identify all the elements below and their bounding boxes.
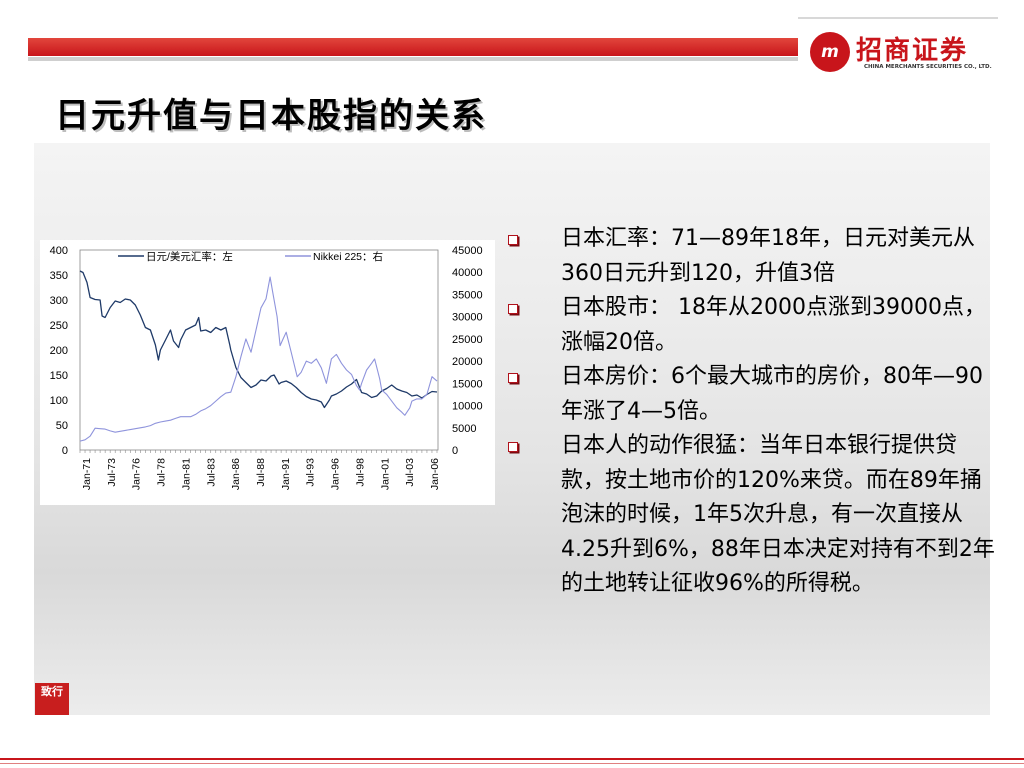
yen-nikkei-chart: 400 350 300 250 200 150 100 50 0 45000 40000 35000 3… [50, 245, 483, 490]
x-tick-label: Jul-98 [354, 458, 366, 487]
checkbox-bullet-icon [508, 442, 518, 452]
y-right-tick-label: 15000 [452, 378, 483, 390]
logo-mark-icon: m [810, 32, 850, 72]
x-tick-label: Jul-88 [255, 458, 267, 487]
bullet-item-stock-market: 日本股市： 18年从2000点涨到39000点，涨幅20倍。 [505, 291, 995, 360]
x-tick-label: Jan-01 [379, 458, 391, 490]
y-right-tick-label: 30000 [452, 312, 483, 324]
y-right-tick-label: 5000 [452, 423, 476, 435]
checkbox-bullet-icon [508, 373, 518, 383]
x-tick-label: Jan-86 [230, 458, 242, 490]
seal-stamp-icon: 致行 [35, 683, 69, 715]
legend-label: Nikkei 225：右 [313, 250, 383, 263]
bullet-text: 日本人的动作很猛：当年日本银行提供贷款，按土地市价的120%来贷。而在89年捅泡… [561, 433, 995, 596]
y-right-tick-label: 25000 [452, 334, 483, 346]
x-tick-label: Jul-73 [106, 458, 118, 487]
bullet-text: 日本房价：6个最大城市的房价，80年—90年涨了4—5倍。 [561, 364, 983, 424]
x-tick-label: Jan-96 [330, 458, 342, 490]
series-line-yen-usd [79, 270, 438, 409]
footer-red-line [0, 758, 1024, 760]
logo-chinese-name: 招商证券 [856, 36, 969, 66]
y-left-tick-label: 200 [50, 345, 68, 357]
y-left-tick-label: 100 [50, 395, 68, 407]
header-grey-bar [28, 57, 798, 61]
bullet-item-house-price: 日本房价：6个最大城市的房价，80年—90年涨了4—5倍。 [505, 360, 995, 429]
bullet-text: 日本股市： 18年从2000点涨到39000点，涨幅20倍。 [561, 295, 986, 355]
y-right-tick-label: 45000 [452, 245, 483, 257]
plot-area-frame [79, 249, 439, 451]
y-right-tick-label: 35000 [452, 289, 483, 301]
x-tick-label: Jan-71 [81, 458, 93, 490]
y-left-tick-label: 400 [50, 245, 68, 257]
x-tick-label: Jul-78 [156, 458, 168, 487]
y-right-tick-label: 20000 [452, 356, 483, 368]
x-tick-label: Jan-91 [280, 458, 292, 490]
y-left-tick-label: 250 [50, 320, 68, 332]
company-logo: m 招商证券 CHINA MERCHANTS SECURITIES CO., L… [810, 30, 1000, 78]
x-tick-label: Jan-06 [429, 458, 441, 490]
logo-english-name: CHINA MERCHANTS SECURITIES CO., LTD. [864, 64, 992, 70]
legend-label: 日元/美元汇率：左 [146, 250, 233, 263]
header-thin-line [798, 17, 998, 19]
y-left-tick-label: 300 [50, 295, 68, 307]
y-right-tick-label: 0 [452, 445, 458, 457]
y-right-tick-label: 10000 [452, 401, 483, 413]
bullet-item-policy: 日本人的动作很猛：当年日本银行提供贷款，按土地市价的120%来贷。而在89年捅泡… [505, 429, 995, 602]
chart-panel: 400 350 300 250 200 150 100 50 0 45000 40000 35000 3… [40, 240, 495, 505]
slide-title: 日元升值与日本股指的关系 [55, 96, 487, 136]
header-red-bar [28, 38, 798, 56]
series-line-nikkei [79, 276, 438, 442]
x-tick-label: Jan-81 [180, 458, 192, 490]
y-right-tick-label: 40000 [452, 267, 483, 279]
y-left-tick-label: 150 [50, 370, 68, 382]
x-tick-label: Jul-93 [305, 458, 317, 487]
x-tick-label: Jul-83 [205, 458, 217, 487]
y-left-tick-label: 350 [50, 270, 68, 282]
checkbox-bullet-icon [508, 235, 518, 245]
bullet-item-exchange-rate: 日本汇率：71—89年18年，日元对美元从360日元升到120，升值3倍 [505, 222, 995, 291]
x-tick-label: Jul-03 [404, 458, 416, 487]
bullet-list: 日本汇率：71—89年18年，日元对美元从360日元升到120，升值3倍 日本股… [505, 222, 995, 602]
checkbox-bullet-icon [508, 304, 518, 314]
footer-thin-line [0, 763, 1024, 764]
y-left-tick-label: 50 [56, 420, 68, 432]
x-tick-label: Jan-76 [131, 458, 143, 490]
y-left-tick-label: 0 [62, 445, 68, 457]
bullet-text: 日本汇率：71—89年18年，日元对美元从360日元升到120，升值3倍 [561, 226, 975, 286]
